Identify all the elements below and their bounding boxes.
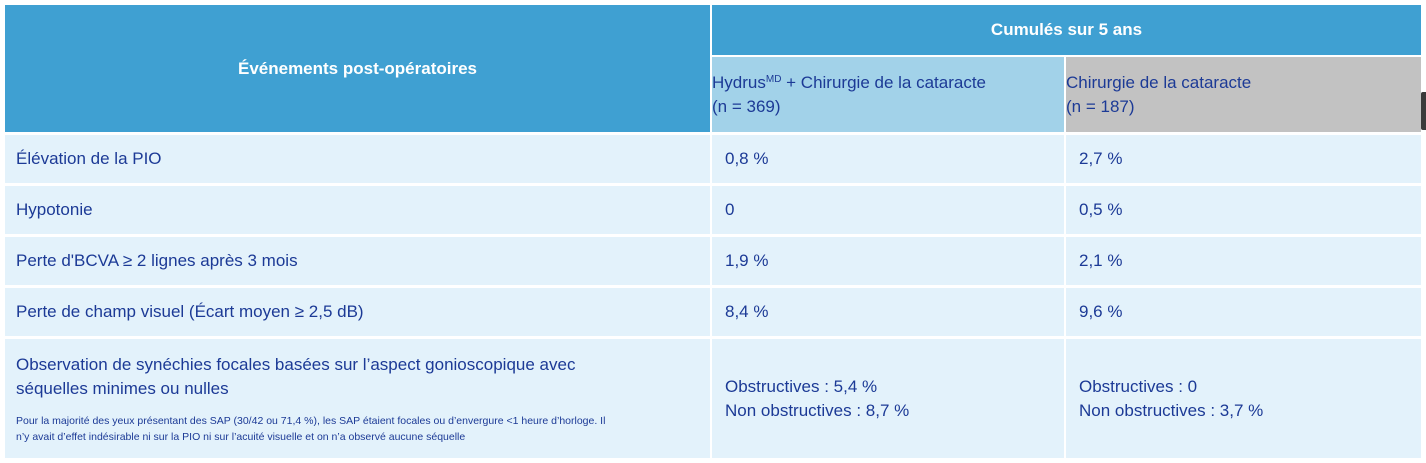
hydrus-value: 1,9 % [712, 234, 1066, 285]
hydrus-name: Hydrus [712, 72, 766, 92]
hydrus-value: 0 [712, 183, 1066, 234]
hydrus-value: 8,4 % [712, 285, 1066, 336]
cataract-obstructive: Obstructives : 0 [1079, 376, 1198, 396]
header-cataract-group: Chirurgie de la cataracte (n = 187) [1066, 57, 1422, 132]
event-cell: Perte d'BCVA ≥ 2 lignes après 3 mois [5, 234, 712, 285]
event-cell: Élévation de la PIO [5, 132, 712, 183]
event-cell: Perte de champ visuel (Écart moyen ≥ 2,5… [5, 285, 712, 336]
synechiae-title: Observation de synéchies focales basées … [16, 353, 710, 401]
hydrus-non-obstructive: Non obstructives : 8,7 % [725, 400, 910, 420]
cataract-n: (n = 187) [1066, 96, 1135, 116]
synechiae-footnote-line2: n’y avait d’effet indésirable ni sur la … [16, 430, 466, 443]
hydrus-n: (n = 369) [712, 96, 781, 116]
table-row: Perte de champ visuel (Écart moyen ≥ 2,5… [5, 285, 1422, 336]
scroll-handle[interactable] [1421, 92, 1426, 130]
table-row: Perte d'BCVA ≥ 2 lignes après 3 mois 1,9… [5, 234, 1422, 285]
synechiae-footnote-line1: Pour la majorité des yeux présentant des… [16, 414, 606, 427]
table-row: Hypotonie 0 0,5 % [5, 183, 1422, 234]
synechiae-title-line2: séquelles minimes ou nulles [16, 378, 229, 398]
cataract-value: 9,6 % [1066, 285, 1422, 336]
cataract-name: Chirurgie de la cataracte [1066, 72, 1252, 92]
cataract-non-obstructive: Non obstructives : 3,7 % [1079, 400, 1264, 420]
header-cumulative-5-years: Cumulés sur 5 ans [712, 5, 1422, 57]
cataract-value: 2,1 % [1066, 234, 1422, 285]
cataract-value: 0,5 % [1066, 183, 1422, 234]
header-events: Événements post-opératoires [5, 5, 712, 132]
event-cell: Observation de synéchies focales basées … [5, 336, 712, 458]
hydrus-value: 0,8 % [712, 132, 1066, 183]
table-row: Élévation de la PIO 0,8 % 2,7 % [5, 132, 1422, 183]
hydrus-obstructive: Obstructives : 5,4 % [725, 376, 878, 396]
cataract-value: 2,7 % [1066, 132, 1422, 183]
synechiae-title-line1: Observation de synéchies focales basées … [16, 354, 576, 374]
hydrus-rest: + Chirurgie de la cataracte [781, 72, 987, 92]
synechiae-footnote: Pour la majorité des yeux présentant des… [16, 413, 710, 445]
header-hydrus-group: HydrusMD + Chirurgie de la cataracte (n … [712, 57, 1066, 132]
post-op-events-table: Événements post-opératoires Cumulés sur … [5, 5, 1422, 458]
hydrus-value: Obstructives : 5,4 % Non obstructives : … [712, 336, 1066, 458]
cataract-value: Obstructives : 0 Non obstructives : 3,7 … [1066, 336, 1422, 458]
hydrus-trademark-sup: MD [765, 73, 782, 85]
event-cell: Hypotonie [5, 183, 712, 234]
table-row-synechiae: Observation de synéchies focales basées … [5, 336, 1422, 458]
